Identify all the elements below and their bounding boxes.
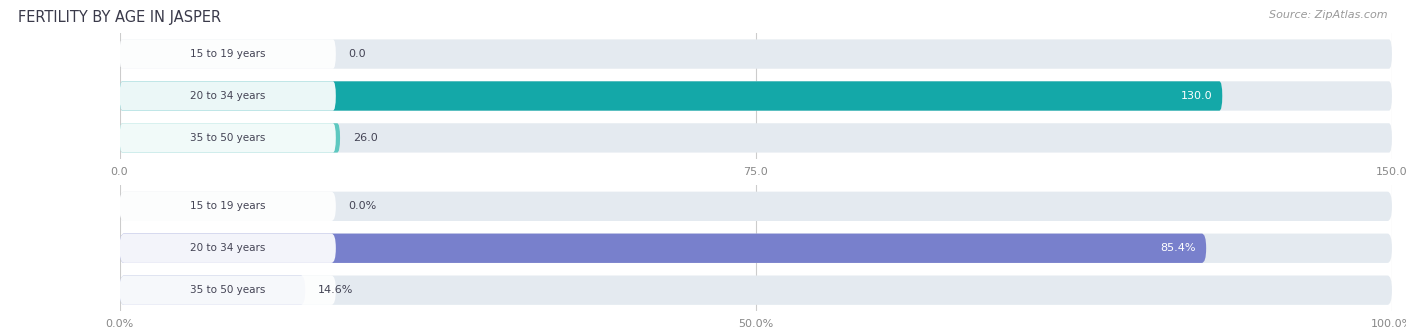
FancyBboxPatch shape (120, 123, 1392, 153)
Text: 20 to 34 years: 20 to 34 years (190, 243, 266, 253)
Text: 35 to 50 years: 35 to 50 years (190, 285, 266, 295)
FancyBboxPatch shape (120, 234, 1392, 263)
FancyBboxPatch shape (120, 81, 1392, 111)
Text: Source: ZipAtlas.com: Source: ZipAtlas.com (1270, 10, 1388, 20)
FancyBboxPatch shape (120, 123, 340, 153)
Text: 85.4%: 85.4% (1160, 243, 1197, 253)
Text: FERTILITY BY AGE IN JASPER: FERTILITY BY AGE IN JASPER (18, 10, 221, 25)
Text: 14.6%: 14.6% (318, 285, 353, 295)
FancyBboxPatch shape (120, 275, 1392, 305)
Text: 35 to 50 years: 35 to 50 years (190, 133, 266, 143)
FancyBboxPatch shape (120, 192, 336, 221)
FancyBboxPatch shape (120, 192, 1392, 221)
FancyBboxPatch shape (120, 234, 336, 263)
Text: 130.0: 130.0 (1181, 91, 1212, 101)
Text: 26.0: 26.0 (353, 133, 378, 143)
FancyBboxPatch shape (120, 81, 336, 111)
FancyBboxPatch shape (120, 275, 305, 305)
Text: 15 to 19 years: 15 to 19 years (190, 201, 266, 211)
FancyBboxPatch shape (120, 39, 336, 69)
FancyBboxPatch shape (120, 39, 1392, 69)
FancyBboxPatch shape (120, 234, 1206, 263)
Text: 15 to 19 years: 15 to 19 years (190, 49, 266, 59)
FancyBboxPatch shape (120, 275, 336, 305)
FancyBboxPatch shape (120, 123, 336, 153)
Text: 0.0: 0.0 (349, 49, 366, 59)
FancyBboxPatch shape (120, 81, 1222, 111)
Text: 20 to 34 years: 20 to 34 years (190, 91, 266, 101)
Text: 0.0%: 0.0% (349, 201, 377, 211)
